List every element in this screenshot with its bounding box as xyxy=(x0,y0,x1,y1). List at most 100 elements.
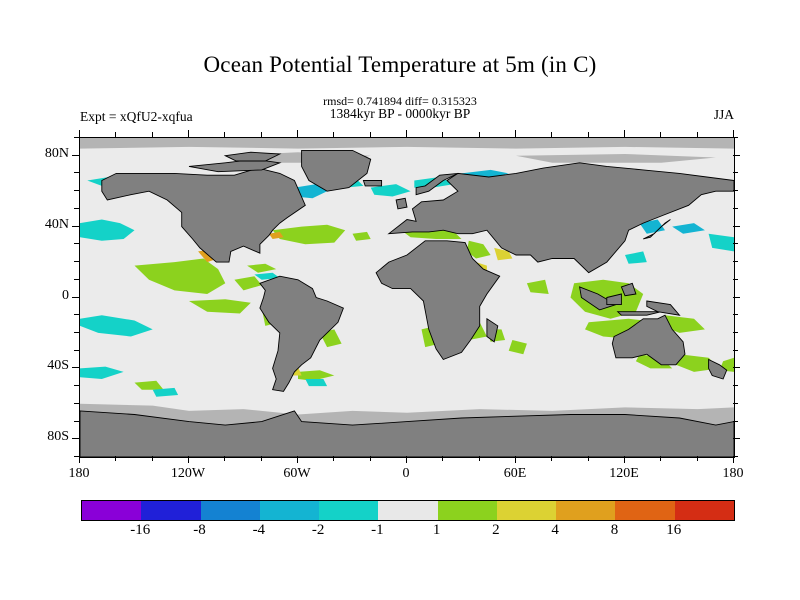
landmass xyxy=(606,293,622,306)
landmass xyxy=(395,197,408,210)
x-tick xyxy=(115,132,117,137)
x-tick xyxy=(369,132,371,137)
x-tick xyxy=(369,456,371,461)
landmass xyxy=(486,317,499,343)
colorbar-segment xyxy=(674,501,734,520)
experiment-annotation: Expt = xQfU2-xqfua xyxy=(80,109,193,124)
anomaly-patch xyxy=(80,315,153,337)
y-tick xyxy=(74,402,79,404)
x-tick xyxy=(188,130,189,137)
colorbar-tick-label: 8 xyxy=(610,522,619,538)
x-tick xyxy=(696,456,698,461)
anomaly-patch xyxy=(639,219,665,234)
y-tick xyxy=(733,278,738,280)
x-axis-label: 180 xyxy=(68,466,90,481)
y-tick xyxy=(74,137,79,138)
y-tick xyxy=(733,243,738,245)
anomaly-patch xyxy=(508,340,527,355)
landmass xyxy=(223,151,282,162)
colorbar-segment xyxy=(259,501,320,520)
landmass xyxy=(387,162,734,274)
colorbar-tick-label: 4 xyxy=(551,522,559,538)
x-axis-label: 60W xyxy=(283,466,311,481)
anomaly-patch xyxy=(494,247,513,261)
anomaly-patch xyxy=(672,223,705,234)
rmsd-annotation: rmsd= 0.741894 diff= 0.315323 xyxy=(323,94,477,108)
land-masses xyxy=(80,149,734,457)
y-tick xyxy=(733,367,740,369)
x-tick xyxy=(660,456,662,461)
landmass xyxy=(301,149,372,192)
y-axis-label: 80S xyxy=(47,429,69,445)
y-tick xyxy=(733,456,738,457)
y-tick xyxy=(74,420,79,422)
y-tick xyxy=(74,349,79,351)
y-axis-label: 40N xyxy=(44,216,69,232)
y-tick xyxy=(733,137,738,138)
y-tick xyxy=(733,172,738,174)
colorbar-segment xyxy=(319,501,379,520)
x-tick xyxy=(733,130,734,137)
colorbar-segment xyxy=(141,501,201,520)
x-tick xyxy=(515,130,516,137)
y-tick xyxy=(733,154,740,156)
x-tick xyxy=(260,132,262,137)
x-axis-label: 0 xyxy=(402,466,410,481)
landmass xyxy=(611,314,686,366)
y-tick xyxy=(74,261,79,263)
x-tick xyxy=(333,132,335,137)
landmass xyxy=(616,311,662,316)
x-axis-label: 120W xyxy=(170,466,206,481)
colorbar-tick-label: -1 xyxy=(371,522,384,538)
colorbar-segment xyxy=(200,501,260,520)
season-annotation: JJA xyxy=(713,107,734,122)
y-tick xyxy=(74,314,79,316)
anomaly-patch xyxy=(134,380,164,390)
landmass xyxy=(643,219,671,240)
x-tick xyxy=(224,132,226,137)
colorbar-segment xyxy=(82,501,142,520)
x-tick xyxy=(478,456,480,461)
landmass xyxy=(375,240,501,361)
y-tick xyxy=(733,438,740,440)
x-tick xyxy=(587,456,589,461)
colorbar-tick-label: -8 xyxy=(193,522,206,538)
sea-ice-patch xyxy=(80,138,734,149)
y-tick xyxy=(72,367,79,369)
y-tick xyxy=(733,349,738,351)
x-tick xyxy=(151,456,153,461)
y-axis-label: 0 xyxy=(62,287,69,303)
x-axis-label: 180 xyxy=(722,466,744,481)
y-tick xyxy=(74,331,79,333)
colorbar-tick-label: -2 xyxy=(311,522,325,538)
colorbar-segment xyxy=(556,501,616,520)
anomaly-patch xyxy=(466,240,491,259)
x-tick xyxy=(478,132,480,137)
y-tick xyxy=(74,243,79,245)
y-tick xyxy=(74,278,79,280)
x-tick xyxy=(260,456,262,461)
y-tick xyxy=(72,296,79,298)
anomaly-patch xyxy=(247,263,277,273)
x-tick xyxy=(333,456,335,461)
anomaly-patch xyxy=(272,224,346,245)
anomaly-patch xyxy=(80,219,135,241)
map-plot-area xyxy=(79,137,735,458)
landmass xyxy=(80,410,734,457)
colorbar-tick-label: -16 xyxy=(130,522,151,538)
y-tick xyxy=(733,402,738,404)
landmass xyxy=(101,167,306,263)
colorbar-segment xyxy=(496,501,557,520)
y-tick xyxy=(733,190,738,192)
y-axis-label: 80N xyxy=(44,145,69,161)
colorbar-tick-label: 1 xyxy=(432,522,441,538)
anomaly-patch xyxy=(625,251,647,264)
anomaly-patch xyxy=(268,231,284,239)
anomaly-patch xyxy=(298,370,335,381)
y-tick xyxy=(733,261,738,263)
anomaly-patch xyxy=(370,184,411,197)
x-tick xyxy=(551,456,553,461)
x-tick xyxy=(406,456,407,463)
y-tick xyxy=(72,154,79,156)
